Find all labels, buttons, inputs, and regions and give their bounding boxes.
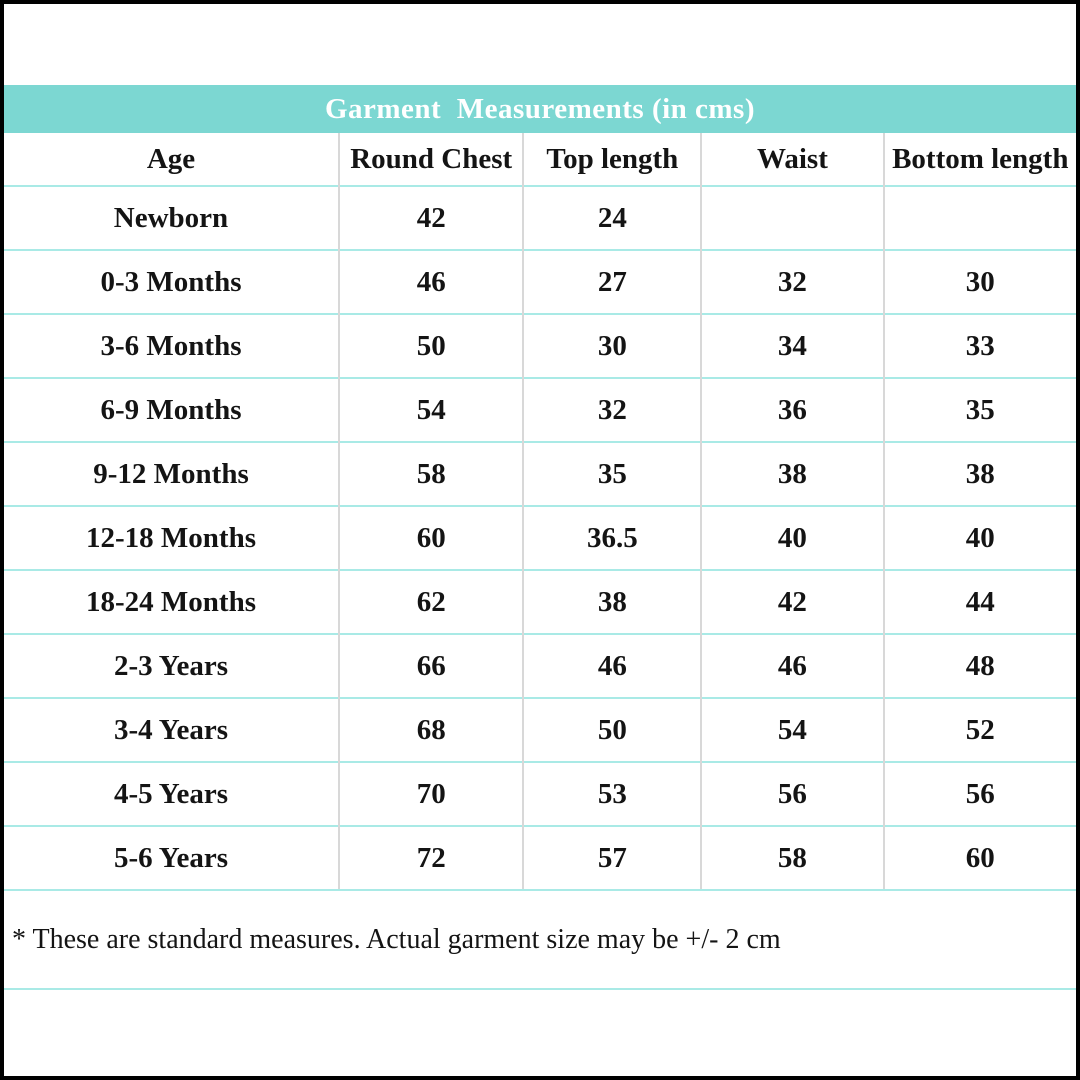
value-cell: 57 bbox=[522, 825, 702, 889]
value-cell: 40 bbox=[700, 505, 884, 570]
value-cell: 60 bbox=[337, 505, 524, 570]
value-cell: 30 bbox=[522, 313, 702, 378]
value-cell: 35 bbox=[882, 377, 1076, 442]
value-cell: 38 bbox=[882, 441, 1076, 506]
value-cell: 24 bbox=[522, 185, 702, 250]
table-row: Newborn 42 24 bbox=[4, 185, 1076, 250]
age-cell: 6-9 Months bbox=[4, 377, 339, 442]
value-cell: 62 bbox=[337, 569, 524, 634]
value-cell: 50 bbox=[337, 313, 524, 378]
title-bar: Garment Measurements (in cms) bbox=[4, 85, 1076, 133]
measurements-table: Age Round Chest Top length Waist Bottom leng… bbox=[4, 133, 1076, 889]
table-row: 18-24 Months 62 38 42 44 bbox=[4, 569, 1076, 634]
value-cell: 46 bbox=[337, 249, 524, 314]
value-cell: 48 bbox=[882, 633, 1076, 698]
column-header-bottom-length: Bottom length bbox=[882, 133, 1076, 186]
value-cell: 58 bbox=[337, 441, 524, 506]
value-cell: 70 bbox=[337, 761, 524, 826]
table-row: 9-12 Months 58 35 38 38 bbox=[4, 441, 1076, 506]
value-cell: 34 bbox=[700, 313, 884, 378]
footnote-text: * These are standard measures. Actual ga… bbox=[12, 923, 781, 955]
column-header-waist: Waist bbox=[700, 133, 884, 186]
age-cell: 9-12 Months bbox=[4, 441, 339, 506]
table-header-row: Age Round Chest Top length Waist Bottom leng… bbox=[4, 133, 1076, 186]
value-cell: 53 bbox=[522, 761, 702, 826]
age-cell: 12-18 Months bbox=[4, 505, 339, 570]
column-header-round-chest: Round Chest bbox=[337, 133, 524, 186]
value-cell bbox=[700, 185, 884, 250]
value-cell: 54 bbox=[337, 377, 524, 442]
value-cell: 27 bbox=[522, 249, 702, 314]
top-whitespace bbox=[4, 4, 1076, 85]
value-cell: 58 bbox=[700, 825, 884, 889]
value-cell: 66 bbox=[337, 633, 524, 698]
value-cell: 44 bbox=[882, 569, 1076, 634]
page-title: Garment Measurements (in cms) bbox=[324, 92, 756, 125]
value-cell: 52 bbox=[882, 697, 1076, 762]
value-cell: 35 bbox=[522, 441, 702, 506]
value-cell: 38 bbox=[700, 441, 884, 506]
age-cell: Newborn bbox=[4, 185, 339, 250]
value-cell: 56 bbox=[882, 761, 1076, 826]
value-cell: 68 bbox=[337, 697, 524, 762]
value-cell: 50 bbox=[522, 697, 702, 762]
age-cell: 3-4 Years bbox=[4, 697, 339, 762]
value-cell: 42 bbox=[337, 185, 524, 250]
value-cell: 33 bbox=[882, 313, 1076, 378]
value-cell: 54 bbox=[700, 697, 884, 762]
age-cell: 5-6 Years bbox=[4, 825, 339, 889]
value-cell: 40 bbox=[882, 505, 1076, 570]
table-row: 0-3 Months 46 27 32 30 bbox=[4, 249, 1076, 314]
table-row: 5-6 Years 72 57 58 60 bbox=[4, 825, 1076, 889]
table-row: 2-3 Years 66 46 46 48 bbox=[4, 633, 1076, 698]
value-cell: 72 bbox=[337, 825, 524, 889]
column-header-age: Age bbox=[146, 142, 196, 175]
age-cell: 18-24 Months bbox=[4, 569, 339, 634]
table-row: 4-5 Years 70 53 56 56 bbox=[4, 761, 1076, 826]
value-cell: 38 bbox=[522, 569, 702, 634]
table-row: 12-18 Months 60 36.5 40 40 bbox=[4, 505, 1076, 570]
table-row: 3-6 Months 50 30 34 33 bbox=[4, 313, 1076, 378]
value-cell: 42 bbox=[700, 569, 884, 634]
value-cell: 56 bbox=[700, 761, 884, 826]
value-cell: 36 bbox=[700, 377, 884, 442]
value-cell: 36.5 bbox=[522, 505, 702, 570]
table-row: 6-9 Months 54 32 36 35 bbox=[4, 377, 1076, 442]
value-cell bbox=[882, 185, 1076, 250]
value-cell: 32 bbox=[522, 377, 702, 442]
age-cell: 0-3 Months bbox=[4, 249, 339, 314]
footnote: * These are standard measures. Actual ga… bbox=[4, 889, 1076, 990]
age-cell: 4-5 Years bbox=[4, 761, 339, 826]
column-header-top-length: Top length bbox=[522, 133, 702, 186]
age-cell: 2-3 Years bbox=[4, 633, 339, 698]
table-row: 3-4 Years 68 50 54 52 bbox=[4, 697, 1076, 762]
value-cell: 46 bbox=[700, 633, 884, 698]
value-cell: 60 bbox=[882, 825, 1076, 889]
value-cell: 32 bbox=[700, 249, 884, 314]
value-cell: 46 bbox=[522, 633, 702, 698]
age-cell: 3-6 Months bbox=[4, 313, 339, 378]
value-cell: 30 bbox=[882, 249, 1076, 314]
